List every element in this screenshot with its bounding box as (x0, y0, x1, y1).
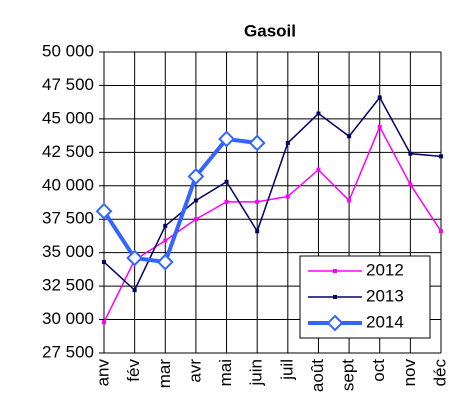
point (132, 288, 137, 293)
legend-label: 2012 (366, 260, 404, 279)
point (193, 198, 198, 203)
series-line (102, 136, 258, 265)
y-tick-label: 42 500 (42, 142, 94, 161)
x-tick-label: sept (339, 359, 358, 391)
legend-marker (326, 314, 344, 332)
point (224, 179, 229, 184)
point (408, 182, 413, 187)
x-tick-label: nov (400, 359, 419, 387)
x-tick-label: mai (216, 359, 235, 386)
point (255, 229, 260, 234)
point (163, 223, 168, 228)
series-line (103, 125, 442, 323)
y-tick-label: 45 000 (42, 108, 94, 127)
y-tick-label: 30 000 (42, 309, 94, 328)
point (285, 194, 290, 199)
y-tick-label: 27 500 (42, 342, 94, 361)
x-tick-label: avr (185, 359, 204, 383)
y-tick-label: 37 500 (42, 209, 94, 228)
chart-title: Gasoil (244, 21, 296, 40)
x-tick-label: fév (124, 359, 143, 382)
point (285, 140, 290, 145)
point (218, 130, 235, 148)
point (156, 253, 174, 271)
y-tick-label: 47 500 (42, 75, 94, 94)
point (248, 134, 266, 152)
legend-marker (333, 269, 337, 273)
y-tick-label: 35 000 (42, 242, 94, 261)
point (316, 111, 321, 116)
point (255, 199, 260, 204)
point (102, 320, 106, 325)
point (439, 154, 443, 159)
point (347, 134, 352, 139)
point (187, 167, 205, 185)
point (377, 124, 382, 129)
x-tick-label: anv (93, 359, 112, 387)
point (193, 217, 198, 222)
legend-label: 2013 (366, 286, 404, 305)
x-tick-label: juil (277, 359, 296, 381)
point (408, 151, 413, 156)
point (95, 202, 113, 220)
series-line (103, 96, 442, 292)
point (316, 167, 321, 172)
point (224, 199, 229, 204)
point (377, 95, 382, 100)
x-tick-label: juin (247, 359, 266, 386)
x-tick-label: août (308, 359, 327, 392)
y-tick-label: 40 000 (42, 175, 94, 194)
x-tick-label: mar (155, 359, 174, 389)
y-tick-label: 50 000 (42, 41, 94, 60)
legend-marker (333, 295, 337, 299)
x-tick-label: oct (369, 359, 388, 382)
y-tick-label: 32 500 (42, 276, 94, 295)
legend-label: 2014 (366, 312, 404, 331)
point (347, 198, 352, 203)
point (126, 249, 144, 267)
x-tick-label: déc (430, 359, 449, 387)
point (163, 238, 168, 243)
point (439, 229, 443, 234)
point (102, 260, 106, 265)
